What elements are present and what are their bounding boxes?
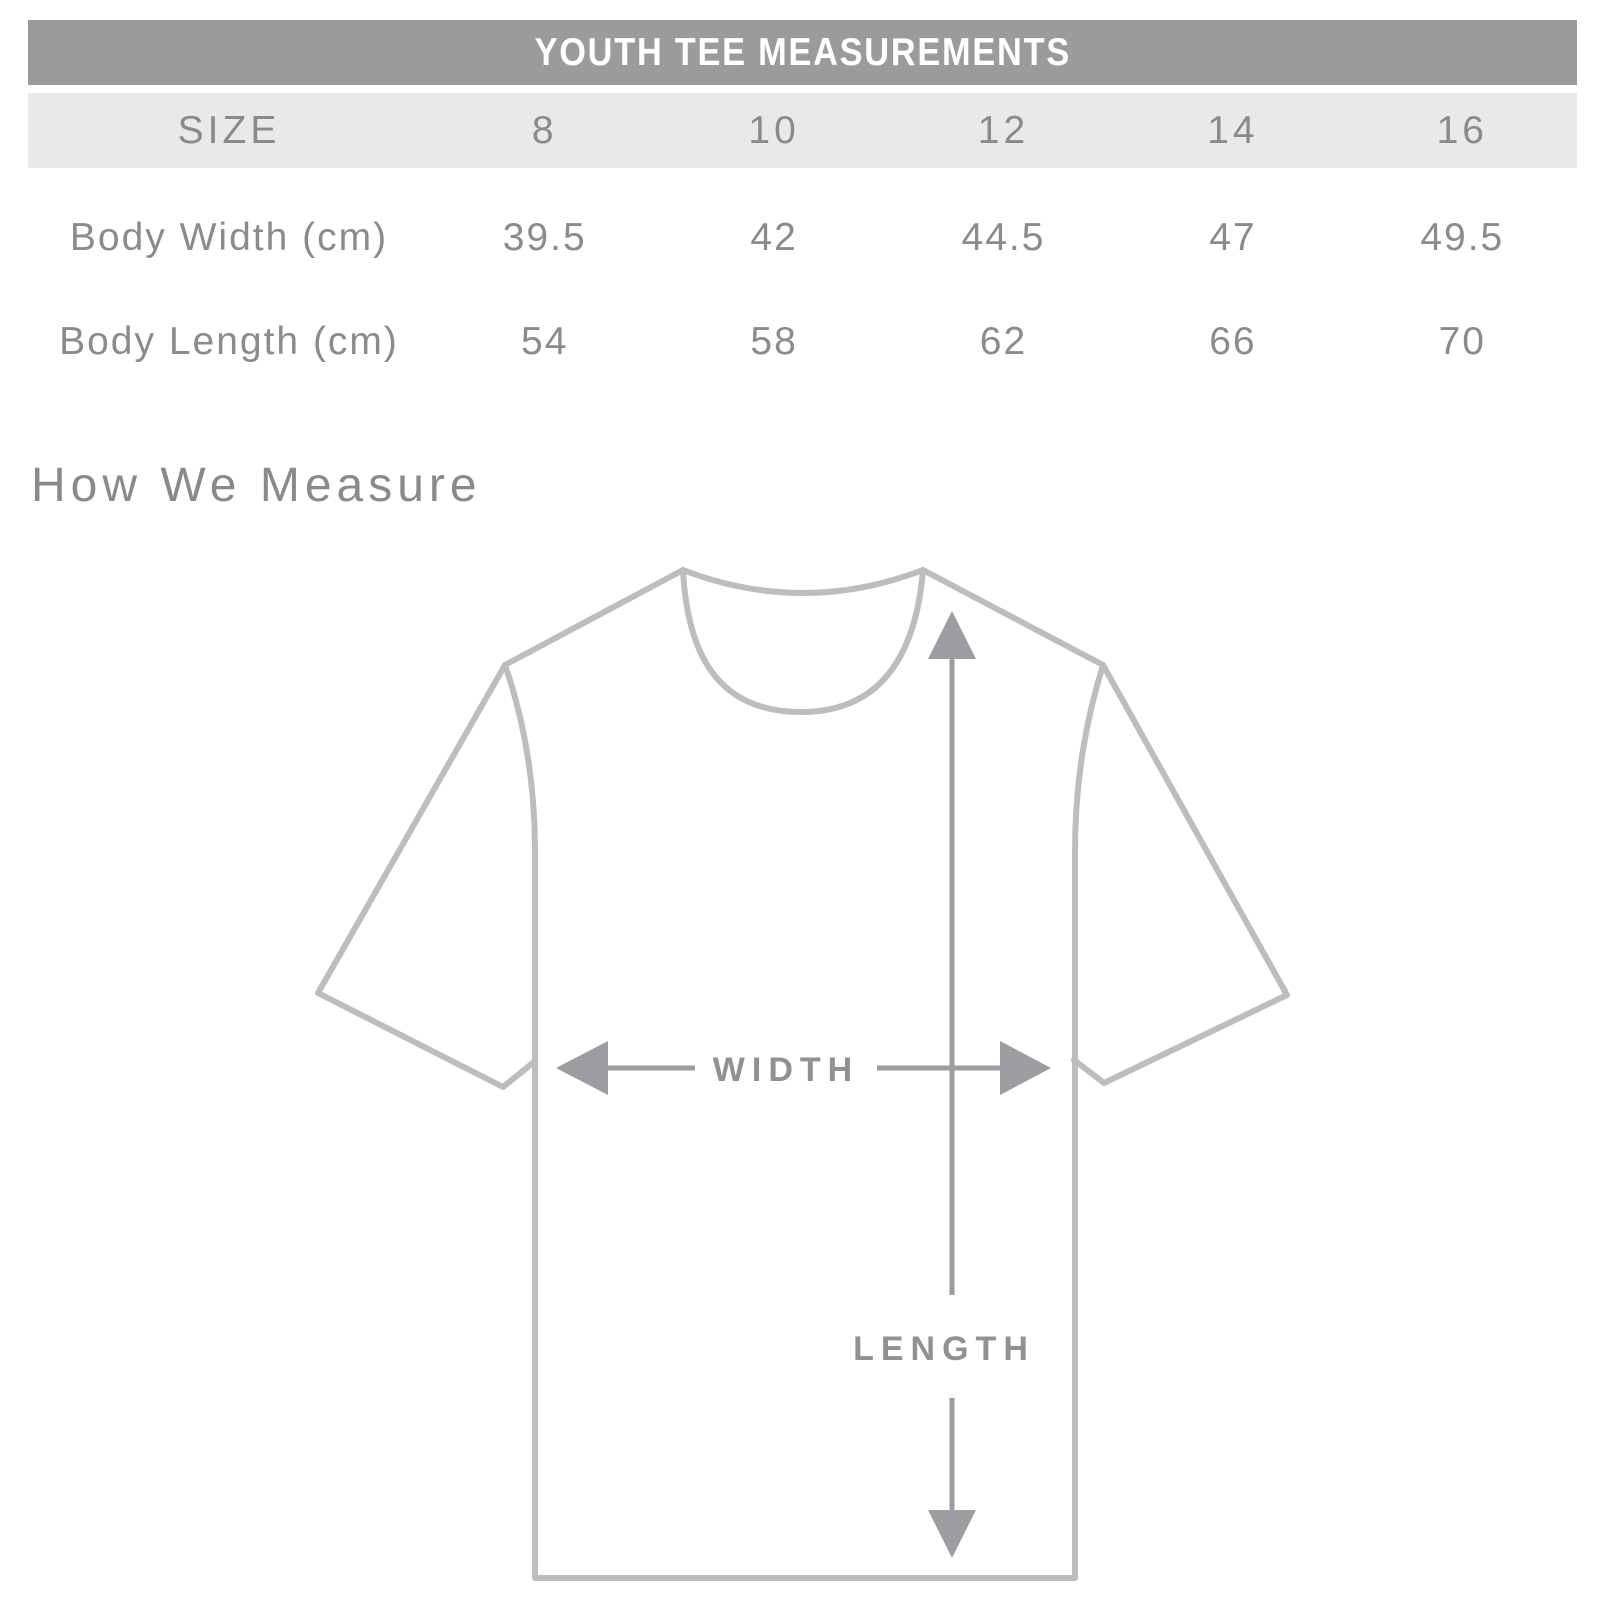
size-value: 10 <box>748 108 800 152</box>
size-label: SIZE <box>177 108 281 152</box>
measurement-value: 58 <box>750 320 798 363</box>
measurement-value: 54 <box>521 320 569 363</box>
size-value: 8 <box>531 108 558 152</box>
chart-title: YOUTH TEE MEASUREMENTS <box>534 30 1071 74</box>
size-chart-table: YOUTH TEE MEASUREMENTS SIZE 8 10 12 14 1… <box>28 20 1577 394</box>
arrow-down-icon <box>928 1510 976 1558</box>
size-header-row: SIZE 8 10 12 14 16 <box>28 93 1577 168</box>
measurement-value: 47 <box>1209 216 1257 259</box>
size-value: 16 <box>1436 108 1488 152</box>
table-row-body-length: Body Length (cm) 54 58 62 66 70 <box>28 290 1577 394</box>
measurement-value: 49.5 <box>1420 216 1505 259</box>
measurement-value: 66 <box>1209 320 1257 363</box>
arrow-left-icon <box>556 1041 608 1095</box>
tshirt-outline <box>315 567 1290 1581</box>
table-row-body-width: Body Width (cm) 39.5 42 44.5 47 49.5 <box>28 186 1577 290</box>
size-value: 14 <box>1207 108 1259 152</box>
how-we-measure-heading: How We Measure <box>31 459 482 512</box>
measurement-value: 70 <box>1438 320 1486 363</box>
size-value: 12 <box>977 108 1030 152</box>
row-label: Body Width (cm) <box>69 216 389 259</box>
arrow-up-icon <box>928 611 976 659</box>
row-label: Body Length (cm) <box>59 320 399 363</box>
width-arrow <box>556 1041 1051 1095</box>
chart-title-bar: YOUTH TEE MEASUREMENTS <box>28 20 1577 85</box>
length-arrow <box>928 611 976 1558</box>
arrow-right-icon <box>1000 1041 1051 1095</box>
width-label: WIDTH <box>713 1051 859 1089</box>
measurement-value: 39.5 <box>502 216 587 259</box>
measurement-value: 42 <box>750 216 798 259</box>
measurement-value: 62 <box>979 320 1028 363</box>
measurement-value: 44.5 <box>961 216 1046 259</box>
length-label: LENGTH <box>853 1330 1035 1368</box>
